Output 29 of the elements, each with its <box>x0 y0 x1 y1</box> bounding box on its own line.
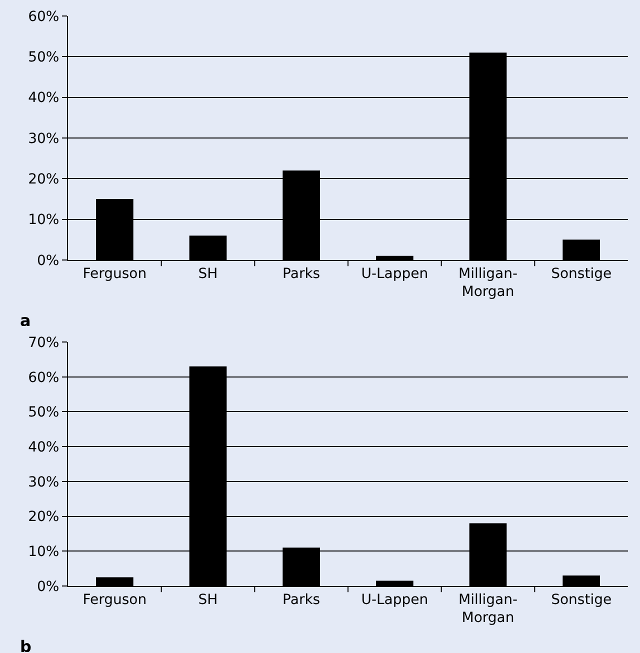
y-tick-label: 30% <box>28 474 60 490</box>
y-tick-label: 10% <box>28 544 60 560</box>
x-tick-label: U-Lappen <box>361 266 428 282</box>
text: a <box>20 311 31 330</box>
x-tick-label: SH <box>198 592 218 608</box>
x-tick-label: Parks <box>282 266 320 282</box>
y-tick-label: 20% <box>28 172 60 188</box>
x-tick-label: Sonstige <box>551 592 612 608</box>
y-tick-label: 50% <box>28 50 60 66</box>
x-tick-label: Milligan-Morgan <box>458 592 518 626</box>
x-tick-label: SH <box>198 266 218 282</box>
x-tick-label: Parks <box>282 592 320 608</box>
y-tick-label: 70% <box>28 334 60 351</box>
x-tick-label: Milligan-Morgan <box>458 266 518 300</box>
y-tick-label: 0% <box>36 252 60 269</box>
y-tick-label: 40% <box>28 439 60 456</box>
x-tick-label: Ferguson <box>82 592 147 608</box>
text: b <box>20 637 32 653</box>
x-tick-label: Sonstige <box>551 266 612 282</box>
y-tick-label: 20% <box>28 509 60 526</box>
x-tick-label: Ferguson <box>82 266 147 282</box>
y-tick-label: 60% <box>28 8 60 25</box>
x-tick-label: U-Lappen <box>361 592 428 608</box>
y-tick-label: 0% <box>36 578 60 595</box>
y-tick-label: 30% <box>28 130 60 147</box>
y-tick-label: 50% <box>28 404 60 421</box>
y-tick-label: 40% <box>28 90 60 106</box>
y-tick-label: 10% <box>28 212 60 228</box>
y-tick-label: 60% <box>28 370 60 386</box>
